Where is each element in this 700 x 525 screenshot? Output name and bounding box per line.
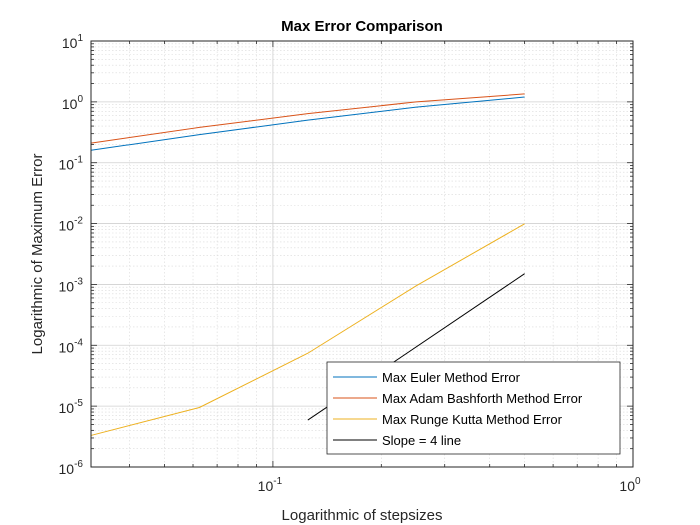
y-tick-base: 10 xyxy=(59,278,75,294)
y-axis-label: Logarithmic of Maximum Error xyxy=(29,154,46,355)
y-tick-exponent: -6 xyxy=(74,459,83,470)
y-tick-exponent: -2 xyxy=(74,216,83,227)
y-tick-exponent: -1 xyxy=(74,155,83,166)
y-tick-base: 10 xyxy=(59,218,75,234)
chart-title: Max Error Comparison xyxy=(281,18,443,35)
legend: Max Euler Method Error Max Adam Bashforth… xyxy=(326,361,621,455)
tick-marks xyxy=(91,40,634,468)
x-tick-label: 10-1 xyxy=(258,476,283,494)
x-tick-base: 10 xyxy=(258,478,274,494)
series-line-runge-kutta xyxy=(90,223,525,436)
x-axis-label: Logarithmic of stepsizes xyxy=(282,507,443,524)
y-tick-base: 10 xyxy=(59,339,75,355)
y-tick-base: 10 xyxy=(62,96,78,112)
y-tick-label: 10-6 xyxy=(59,459,84,477)
y-tick-exponent: -3 xyxy=(74,276,83,287)
y-tick-exponent: -4 xyxy=(74,337,83,348)
y-tick-base: 10 xyxy=(59,461,75,477)
axes-box xyxy=(90,40,634,468)
legend-label-slope-4: Slope = 4 line xyxy=(382,433,461,448)
y-tick-label: 100 xyxy=(62,94,84,112)
y-tick-label: 10-1 xyxy=(59,155,84,173)
y-tick-label: 10-5 xyxy=(59,398,84,416)
series-line-adam-bashforth xyxy=(90,93,525,144)
x-tick-exponent: 0 xyxy=(635,476,641,487)
series-layer xyxy=(90,93,525,436)
series-line-euler xyxy=(90,96,525,151)
y-tick-label: 10-4 xyxy=(59,337,84,355)
y-tick-exponent: 0 xyxy=(77,94,83,105)
legend-label-runge-kutta: Max Runge Kutta Method Error xyxy=(382,412,563,427)
y-tick-base: 10 xyxy=(62,35,78,51)
y-tick-label: 10-2 xyxy=(59,216,84,234)
x-tick-exponent: -1 xyxy=(273,476,282,487)
y-tick-base: 10 xyxy=(59,400,75,416)
x-tick-base: 10 xyxy=(619,478,635,494)
x-tick-label: 100 xyxy=(619,476,641,494)
legend-label-adam-bashforth: Max Adam Bashforth Method Error xyxy=(382,391,583,406)
y-tick-exponent: -5 xyxy=(74,398,83,409)
y-tick-exponent: 1 xyxy=(77,33,83,44)
major-grid xyxy=(91,41,633,467)
y-tick-label: 10-3 xyxy=(59,276,84,294)
legend-label-euler: Max Euler Method Error xyxy=(382,370,521,385)
y-tick-label: 101 xyxy=(62,33,84,51)
y-tick-base: 10 xyxy=(59,157,75,173)
